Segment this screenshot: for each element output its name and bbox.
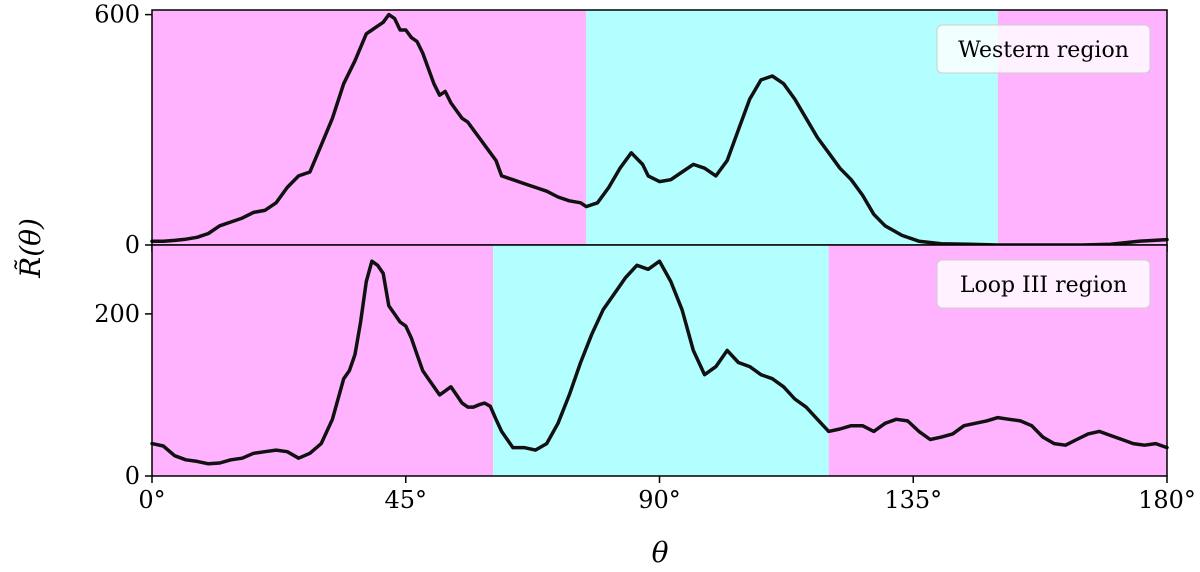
x-tick-label: 135°	[884, 486, 942, 514]
y-tick-label: 0	[125, 462, 140, 490]
y-tick-label: 600	[94, 1, 140, 29]
shaded-region-1	[586, 10, 998, 245]
legend-box	[936, 259, 1151, 309]
legend-label: Western region	[958, 38, 1129, 63]
x-axis-title: θ	[652, 536, 669, 569]
shaded-region-0	[152, 10, 587, 245]
x-tick-label: 45°	[384, 486, 427, 514]
y-axis-title: R̃(θ)	[14, 218, 47, 279]
panel-western-region: 0 600 Western region	[94, 1, 1169, 259]
x-tick-label: 90°	[638, 486, 681, 514]
panel-loop-iii-region: 0 200 0° 45° 90° 135° 180° Loop III region	[94, 244, 1196, 514]
y-tick-label: 0	[125, 231, 140, 259]
series-line	[150, 12, 1169, 247]
legend-label: Loop III region	[960, 273, 1127, 298]
shaded-region-1	[493, 245, 829, 476]
y-tick-label: 200	[94, 300, 140, 328]
series-line	[150, 259, 1169, 466]
legend-box	[936, 24, 1151, 74]
x-tick-label: 0°	[138, 486, 165, 514]
x-tick-label: 180°	[1138, 486, 1196, 514]
